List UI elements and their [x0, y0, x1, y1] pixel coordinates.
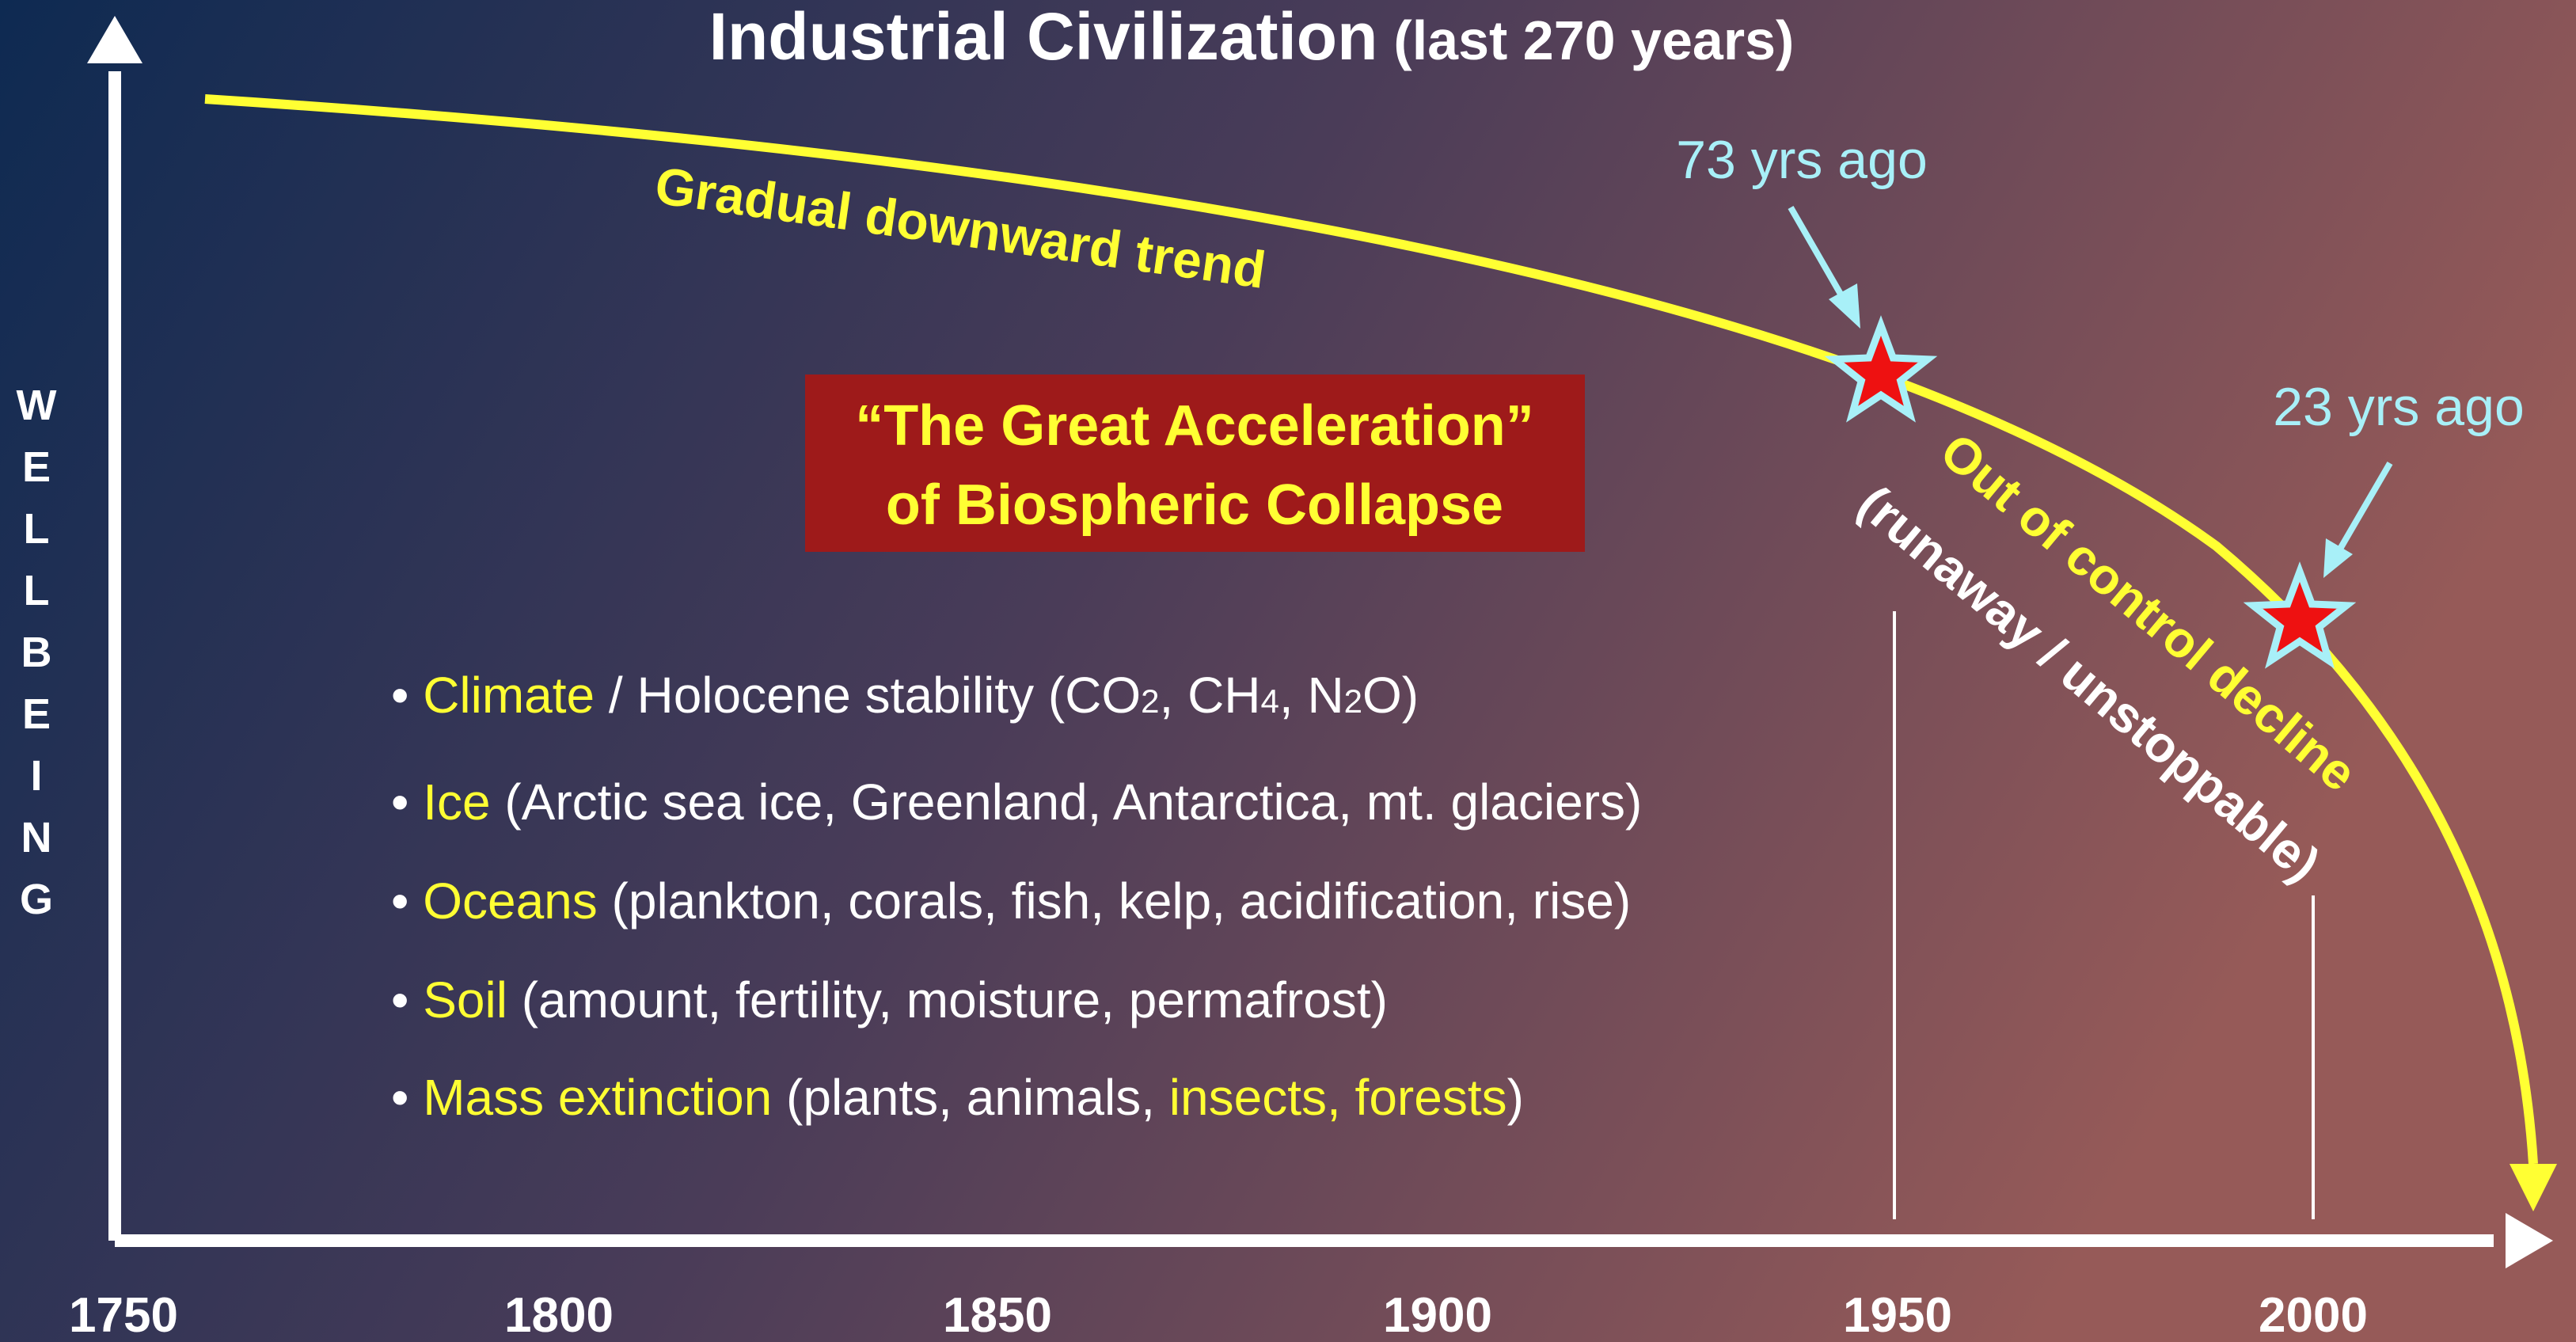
- bullet-text: 2: [1344, 682, 1362, 720]
- y-axis-letter: L: [24, 567, 50, 614]
- bullet-text: •: [391, 971, 423, 1028]
- pointer-head: [1829, 283, 1860, 329]
- bullet-text: (Arctic sea ice, Greenland, Antarctica, …: [491, 774, 1643, 831]
- annotation: 23 yrs ago: [2273, 377, 2525, 437]
- bullet: • Climate / Holocene stability (CO2, CH4…: [391, 667, 1419, 724]
- box-line: “The Great Acceleration”: [855, 394, 1534, 458]
- y-axis-letter: I: [30, 752, 42, 800]
- bullet-text: (amount, fertility, moisture, permafrost…: [507, 971, 1388, 1028]
- bullet-text: Ice: [423, 774, 490, 831]
- bullet-text: Oceans: [423, 872, 598, 930]
- bullet-text: Soil: [423, 971, 507, 1028]
- bullet-text: ): [1507, 1069, 1524, 1126]
- bullet-text: (plants, animals,: [772, 1069, 1169, 1126]
- y-axis-letter: E: [22, 443, 51, 491]
- axes: [87, 16, 2553, 1268]
- y-axis-letter: W: [17, 382, 57, 429]
- x-axis-label: 1850: [943, 1288, 1052, 1342]
- bullet-text: (plankton, corals, fish, kelp, acidifica…: [598, 872, 1631, 930]
- pointer-arrow: [1788, 206, 1848, 302]
- bullet-text: insects, forests: [1169, 1069, 1507, 1126]
- y-axis-letter: B: [21, 629, 52, 676]
- y-axis-letter: E: [22, 690, 51, 738]
- wellbeing-curve: [204, 94, 2538, 1165]
- annotation: 73 yrs ago: [1676, 130, 1928, 190]
- y-axis-letter: L: [24, 505, 50, 553]
- bullet-text: Climate: [423, 667, 595, 724]
- bullet-text: O): [1362, 667, 1419, 724]
- y-axis-letter: G: [20, 876, 53, 923]
- title-sub: (last 270 years): [1393, 10, 1794, 71]
- x-axis-label: 2000: [2259, 1288, 2368, 1342]
- pointer-arrow: [2336, 461, 2393, 553]
- box-line: of Biospheric Collapse: [886, 473, 1503, 537]
- bullet-text: •: [391, 872, 423, 930]
- y-arrow: [87, 16, 142, 63]
- x-axis-label: 1750: [69, 1288, 178, 1342]
- bullet-text: •: [391, 667, 423, 724]
- highlight-box: [805, 374, 1585, 552]
- star: [1824, 315, 1938, 423]
- bullet-text: •: [391, 1069, 423, 1126]
- title: Industrial Civilization (last 270 years): [709, 0, 1795, 74]
- x-axis-label: 1800: [504, 1288, 614, 1342]
- x-axis-label: 1950: [1843, 1288, 1952, 1342]
- pointer-head: [2323, 538, 2353, 578]
- x-arrow: [2506, 1213, 2553, 1268]
- x-axis-label: 1900: [1383, 1288, 1492, 1342]
- y-axis-letter: N: [21, 814, 52, 861]
- star: [2243, 561, 2357, 669]
- bullet-text: , CH: [1160, 667, 1261, 724]
- bullet: • Mass extinction (plants, animals, inse…: [391, 1069, 1524, 1126]
- bullet: • Ice (Arctic sea ice, Greenland, Antarc…: [391, 774, 1642, 831]
- curve-arrow: [2510, 1164, 2557, 1211]
- bullet-text: 4: [1261, 682, 1279, 720]
- bullet: • Soil (amount, fertility, moisture, per…: [391, 971, 1388, 1028]
- bullet-text: 2: [1141, 682, 1159, 720]
- bullet-text: , N: [1279, 667, 1344, 724]
- title-main: Industrial Civilization: [709, 0, 1378, 74]
- bullet: • Oceans (plankton, corals, fish, kelp, …: [391, 872, 1631, 930]
- bullet-text: •: [391, 774, 423, 831]
- bullet-text: / Holocene stability (CO: [595, 667, 1141, 724]
- bullet-text: Mass extinction: [423, 1069, 772, 1126]
